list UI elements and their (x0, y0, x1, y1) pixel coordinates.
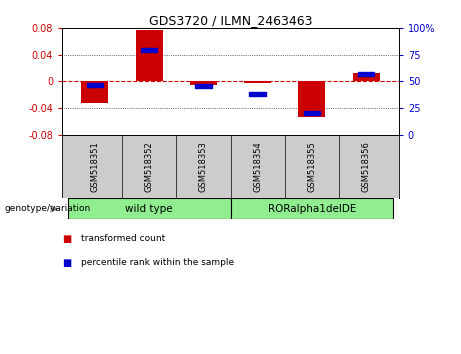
Bar (68, 198, 230, 219)
Bar (249, 92, 266, 96)
Text: GSM518354: GSM518354 (253, 141, 262, 192)
Bar (195, 84, 212, 88)
Bar (298, 81, 325, 117)
Bar (358, 72, 374, 76)
Text: GSM518352: GSM518352 (145, 141, 154, 192)
Bar (304, 111, 320, 115)
Bar (87, 82, 103, 87)
Bar (230, 198, 393, 219)
Bar (81, 81, 108, 103)
Text: ■: ■ (62, 258, 71, 268)
Text: ■: ■ (62, 234, 71, 244)
Text: RORalpha1delDE: RORalpha1delDE (268, 204, 356, 214)
Text: GSM518351: GSM518351 (90, 141, 99, 192)
Text: GSM518356: GSM518356 (362, 141, 371, 192)
Bar (141, 47, 157, 52)
Bar (136, 30, 163, 81)
Text: GSM518353: GSM518353 (199, 141, 208, 192)
Bar (244, 81, 271, 83)
Text: percentile rank within the sample: percentile rank within the sample (81, 258, 234, 267)
Text: genotype/variation: genotype/variation (5, 204, 91, 213)
Title: GDS3720 / ILMN_2463463: GDS3720 / ILMN_2463463 (149, 14, 312, 27)
Text: wild type: wild type (125, 204, 173, 214)
Bar (190, 81, 217, 85)
Text: GSM518355: GSM518355 (307, 141, 316, 192)
Text: transformed count: transformed count (81, 234, 165, 242)
Bar (353, 73, 380, 81)
